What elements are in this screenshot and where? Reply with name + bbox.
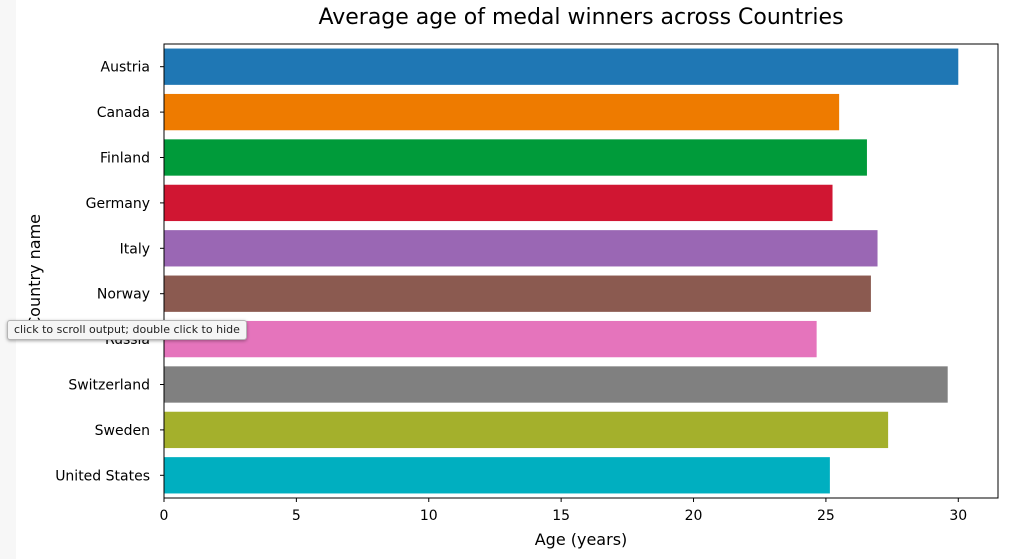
output-cell[interactable]: Average age of medal winners across Coun… <box>16 0 1022 559</box>
y-tick-label: Sweden <box>95 423 150 439</box>
chart-title: Average age of medal winners across Coun… <box>318 5 843 30</box>
y-tick-label: Finland <box>100 151 150 167</box>
y-tick-label: Austria <box>101 60 150 76</box>
bar-germany <box>164 184 833 222</box>
x-tick-label: 25 <box>817 508 835 524</box>
x-tick-label: 15 <box>552 508 570 524</box>
x-axis-label: Age (years) <box>535 530 628 549</box>
scroll-output-tooltip[interactable]: click to scroll output; double click to … <box>7 320 247 340</box>
y-tick-label: Canada <box>97 105 150 121</box>
bar-austria <box>164 48 959 85</box>
x-tick-label: 20 <box>685 508 703 524</box>
bar-canada <box>164 93 840 131</box>
x-tick-label: 10 <box>420 508 438 524</box>
bar-switzerland <box>164 366 948 403</box>
y-axis-label: Country name <box>25 214 44 328</box>
x-tick-label: 5 <box>292 508 301 524</box>
bar-italy <box>164 230 878 267</box>
x-tick-label: 30 <box>949 508 967 524</box>
bar-norway <box>164 275 871 312</box>
bar-sweden <box>164 411 889 449</box>
y-tick-label: Italy <box>120 241 150 257</box>
bar-chart: Average age of medal winners across Coun… <box>25 5 999 549</box>
y-tick-label: Switzerland <box>68 378 150 394</box>
plot-frame <box>163 43 999 499</box>
bars-group <box>164 48 959 494</box>
x-tick-label: 0 <box>160 508 169 524</box>
y-tick-label: United States <box>55 468 150 484</box>
bar-russia <box>164 320 817 358</box>
x-ticks: 0 5 10 15 20 25 30 <box>160 498 967 524</box>
y-tick-labels: AustriaCanadaFinlandGermanyItalyNorwayRu… <box>55 60 164 484</box>
y-tick-label: Norway <box>97 287 150 303</box>
y-tick-label: Germany <box>86 196 150 212</box>
bar-united-states <box>164 457 830 494</box>
bar-finland <box>164 139 867 176</box>
